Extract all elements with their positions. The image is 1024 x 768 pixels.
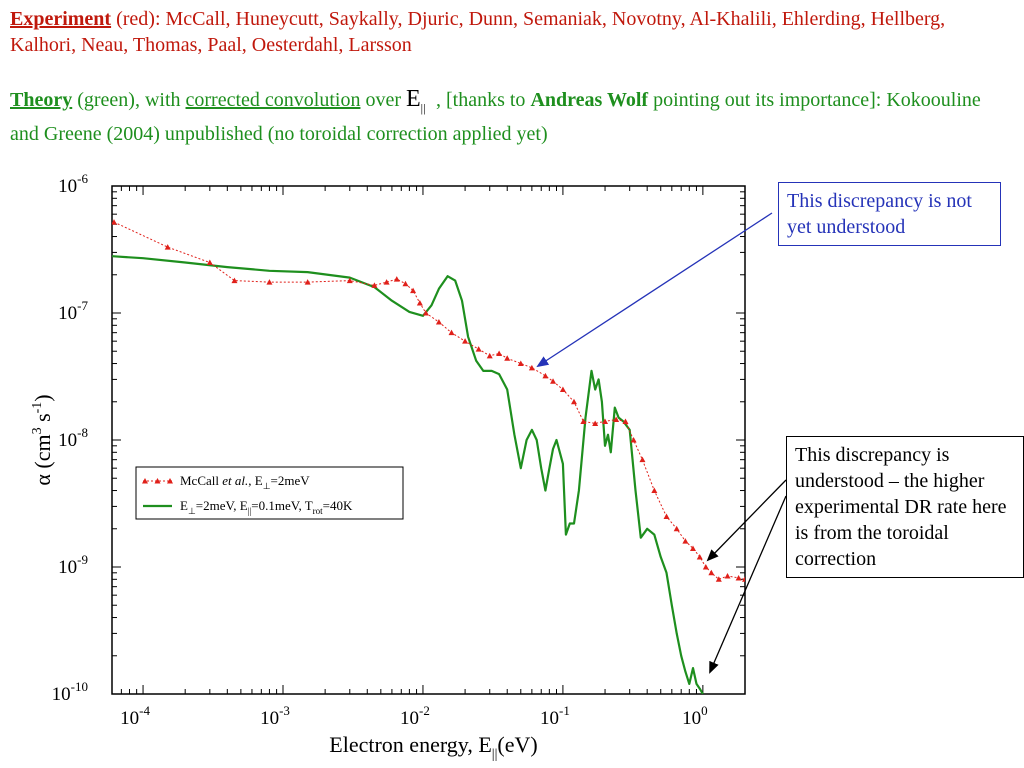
experiment-point (371, 282, 378, 288)
chart-legend: McCall et al., E⊥=2meV E⊥=2meV, E||=0.1me… (135, 466, 404, 520)
experiment-point (592, 420, 599, 426)
discrepancy-note-understood: This discrepancy is understood – the hig… (786, 436, 1024, 578)
theory-text-2: over (360, 89, 406, 111)
arrow-understood-theory (709, 495, 787, 674)
experiment-point (550, 378, 557, 384)
experiment-point (475, 346, 482, 352)
experiment-authors: (red): McCall, Huneycutt, Saykally, Djur… (10, 8, 946, 56)
experiment-point (702, 564, 709, 570)
experiment-point (416, 299, 423, 306)
experiment-label: Experiment (10, 8, 112, 30)
experiment-point (422, 310, 429, 316)
y-tick-label: 10-6 (58, 171, 88, 197)
experiment-point (735, 574, 742, 581)
experiment-point (682, 538, 689, 544)
experiment-point (504, 355, 511, 361)
experiment-point (542, 372, 549, 379)
experiment-point (570, 398, 577, 405)
experiment-point (393, 276, 400, 282)
experiment-point (696, 553, 703, 560)
plot-frame (111, 185, 746, 695)
x-tick-label: 10-2 (400, 703, 430, 729)
x-tick-label: 100 (682, 703, 708, 729)
e-parallel-symbol: E|| (406, 86, 436, 121)
y-tick-label: 10-9 (58, 552, 88, 578)
experiment-series-line (113, 221, 745, 580)
experiment-point (528, 364, 535, 371)
experiment-caption: Experiment (red): McCall, Huneycutt, Say… (10, 6, 1010, 58)
x-tick-label: 10-1 (540, 703, 570, 729)
arrow-not-understood (536, 212, 773, 368)
theory-series-line (112, 255, 704, 694)
legend-label-theory: E⊥=2meV, E||=0.1meV, Trot=40K (180, 498, 353, 516)
legend-marker-experiment (167, 478, 173, 484)
theory-text-3: , [thanks to (436, 89, 531, 111)
x-axis-title: Electron energy, E||(eV) (329, 732, 537, 762)
experiment-point (231, 277, 238, 284)
experiment-point (613, 416, 620, 423)
experiment-point (206, 259, 213, 265)
experiment-point (663, 513, 670, 519)
discrepancy-note-not-understood: This discrepancy is not yet understood (778, 182, 1001, 246)
experiment-point (559, 386, 566, 392)
experiment-point (448, 329, 455, 336)
experiment-point (496, 350, 503, 356)
experiment-point (462, 338, 469, 344)
experiment-point (715, 576, 722, 582)
theory-text-1: (green), with (72, 89, 186, 111)
experiment-point (639, 456, 646, 463)
experiment-point (630, 437, 637, 443)
theory-label: Theory (10, 89, 73, 111)
e-parallel-sub: || (420, 100, 426, 115)
experiment-point (724, 572, 731, 579)
y-tick-label: 10-7 (58, 298, 88, 324)
theory-caption: Theory (green), with corrected convoluti… (10, 86, 1010, 147)
experiment-point (602, 418, 609, 424)
experiment-point (580, 418, 587, 424)
experiment-point (112, 219, 117, 225)
theory-text-4: pointing out its importance]: Kokoouline… (10, 89, 981, 145)
experiment-point (383, 279, 390, 285)
experiment-point (742, 576, 745, 582)
legend-box (135, 466, 404, 520)
y-axis-title: α (cm3 s-1) (30, 394, 55, 485)
y-tick-label: 10-10 (52, 679, 88, 705)
e-parallel-letter: E (406, 86, 421, 112)
experiment-point (304, 279, 311, 285)
experiment-point (266, 279, 273, 285)
experiment-point (164, 244, 171, 250)
plot-area (112, 219, 745, 694)
experiment-point (486, 352, 493, 359)
legend-label-experiment: McCall et al., E⊥=2meV (180, 473, 310, 491)
experiment-point (622, 418, 629, 424)
arrow-understood-experiment (706, 479, 787, 562)
experiment-point (517, 360, 524, 367)
x-tick-label: 10-4 (120, 703, 150, 729)
legend-marker-experiment (142, 478, 148, 484)
x-tick-label: 10-3 (260, 703, 290, 729)
experiment-point (410, 287, 417, 294)
experiment-point (708, 569, 715, 576)
experiment-point (346, 277, 353, 284)
experiment-point (689, 545, 696, 551)
experiment-point (673, 525, 680, 532)
corrected-convolution-link: corrected convolution (185, 89, 361, 111)
experiment-point (435, 318, 442, 325)
experiment-point (402, 280, 409, 287)
experiment-point (651, 487, 658, 494)
thanks-name: Andreas Wolf (530, 89, 649, 111)
y-tick-label: 10-8 (58, 425, 88, 451)
legend-marker-experiment (154, 478, 161, 484)
